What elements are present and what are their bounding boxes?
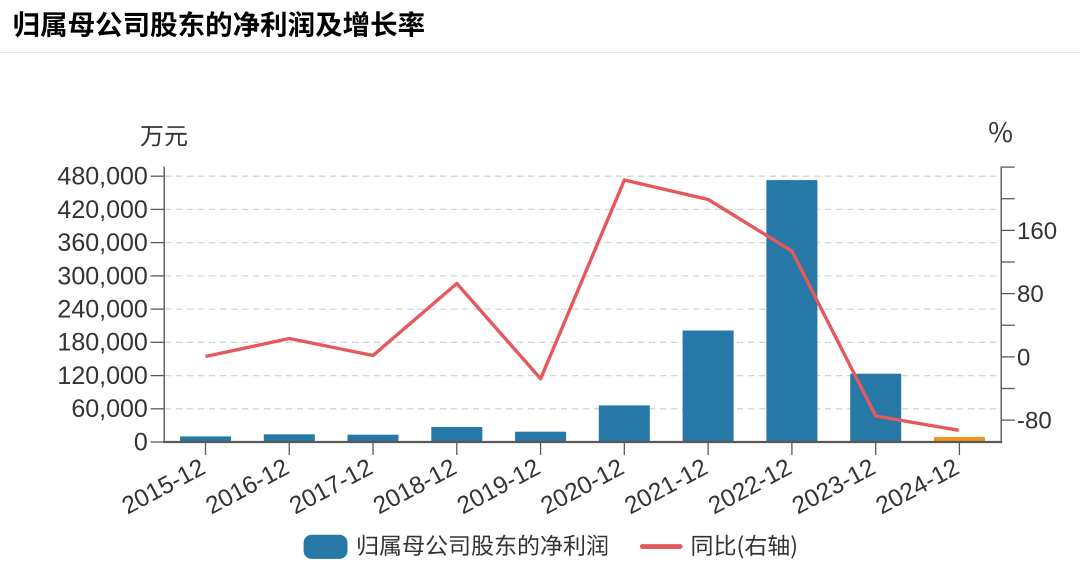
svg-text:60,000: 60,000 bbox=[71, 395, 147, 423]
svg-text:180,000: 180,000 bbox=[57, 329, 147, 357]
svg-text:160: 160 bbox=[1017, 218, 1057, 245]
svg-text:360,000: 360,000 bbox=[57, 229, 147, 257]
svg-text:480,000: 480,000 bbox=[57, 163, 147, 191]
svg-text:240,000: 240,000 bbox=[57, 296, 147, 324]
svg-text:0: 0 bbox=[1017, 344, 1030, 371]
svg-text:-80: -80 bbox=[1017, 408, 1052, 435]
svg-text:80: 80 bbox=[1017, 281, 1044, 308]
svg-text:300,000: 300,000 bbox=[57, 262, 147, 290]
svg-text:420,000: 420,000 bbox=[57, 196, 147, 224]
svg-text:0: 0 bbox=[134, 428, 148, 456]
svg-text:120,000: 120,000 bbox=[57, 362, 147, 390]
